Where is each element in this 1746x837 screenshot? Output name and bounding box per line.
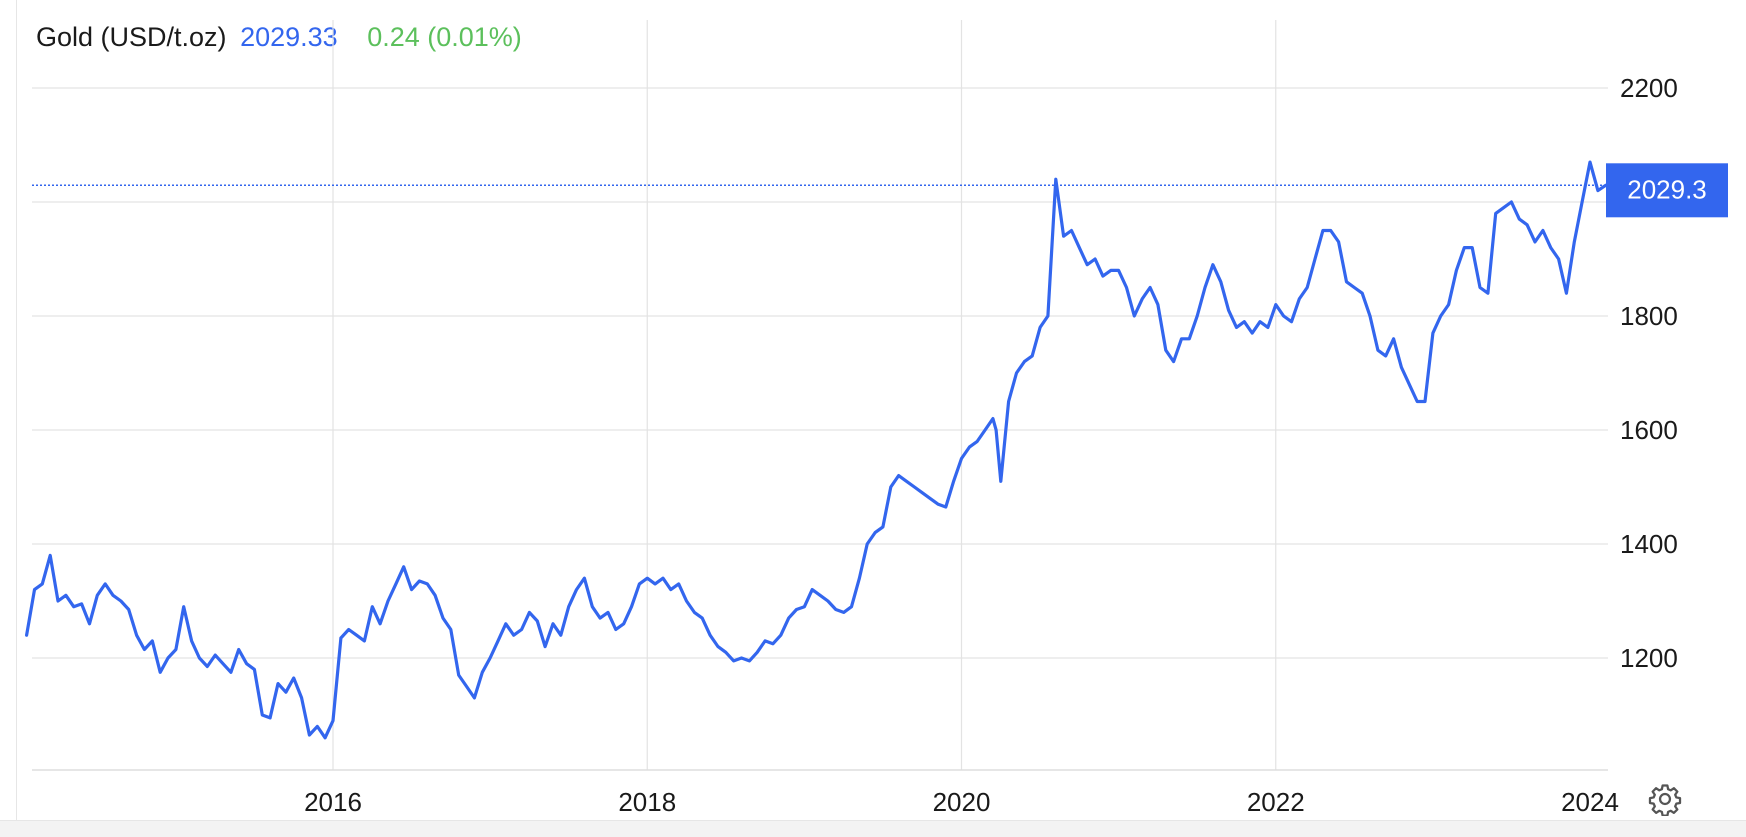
x-tick-label: 2016 — [304, 787, 362, 817]
horizontal-gridlines — [32, 87, 1608, 659]
chart-header: Gold (USD/t.oz) 2029.33 0.24 (0.01%) — [36, 22, 522, 53]
y-tick-labels: 1200 1400 1600 1800 2200 — [1620, 73, 1678, 673]
y-tick-label: 2200 — [1620, 73, 1678, 103]
vertical-gridlines — [332, 20, 1277, 770]
price-change: 0.24 (0.01%) — [367, 22, 522, 52]
x-tick-label: 2018 — [618, 787, 676, 817]
y-tick-label: 1800 — [1620, 301, 1678, 331]
x-tick-label: 2020 — [933, 787, 991, 817]
y-tick-label: 1200 — [1620, 643, 1678, 673]
instrument-name: Gold (USD/t.oz) — [36, 22, 227, 52]
last-value-badge-box — [1606, 163, 1728, 218]
x-tick-label: 2024 — [1561, 787, 1619, 817]
x-tick-label: 2022 — [1247, 787, 1305, 817]
gear-icon[interactable] — [1648, 782, 1682, 816]
price-line-series — [25, 160, 1608, 740]
last-value-label: 2029.3 — [1627, 174, 1707, 204]
x-tick-labels: 2016 2018 2020 2022 2024 — [304, 787, 1619, 817]
frame-border — [16, 0, 17, 820]
y-tick-label: 1400 — [1620, 529, 1678, 559]
y-tick-label: 1600 — [1620, 415, 1678, 445]
last-value-badge: 2029.3 — [1606, 163, 1728, 218]
bottom-strip — [0, 820, 1746, 837]
current-price: 2029.33 — [240, 22, 338, 52]
